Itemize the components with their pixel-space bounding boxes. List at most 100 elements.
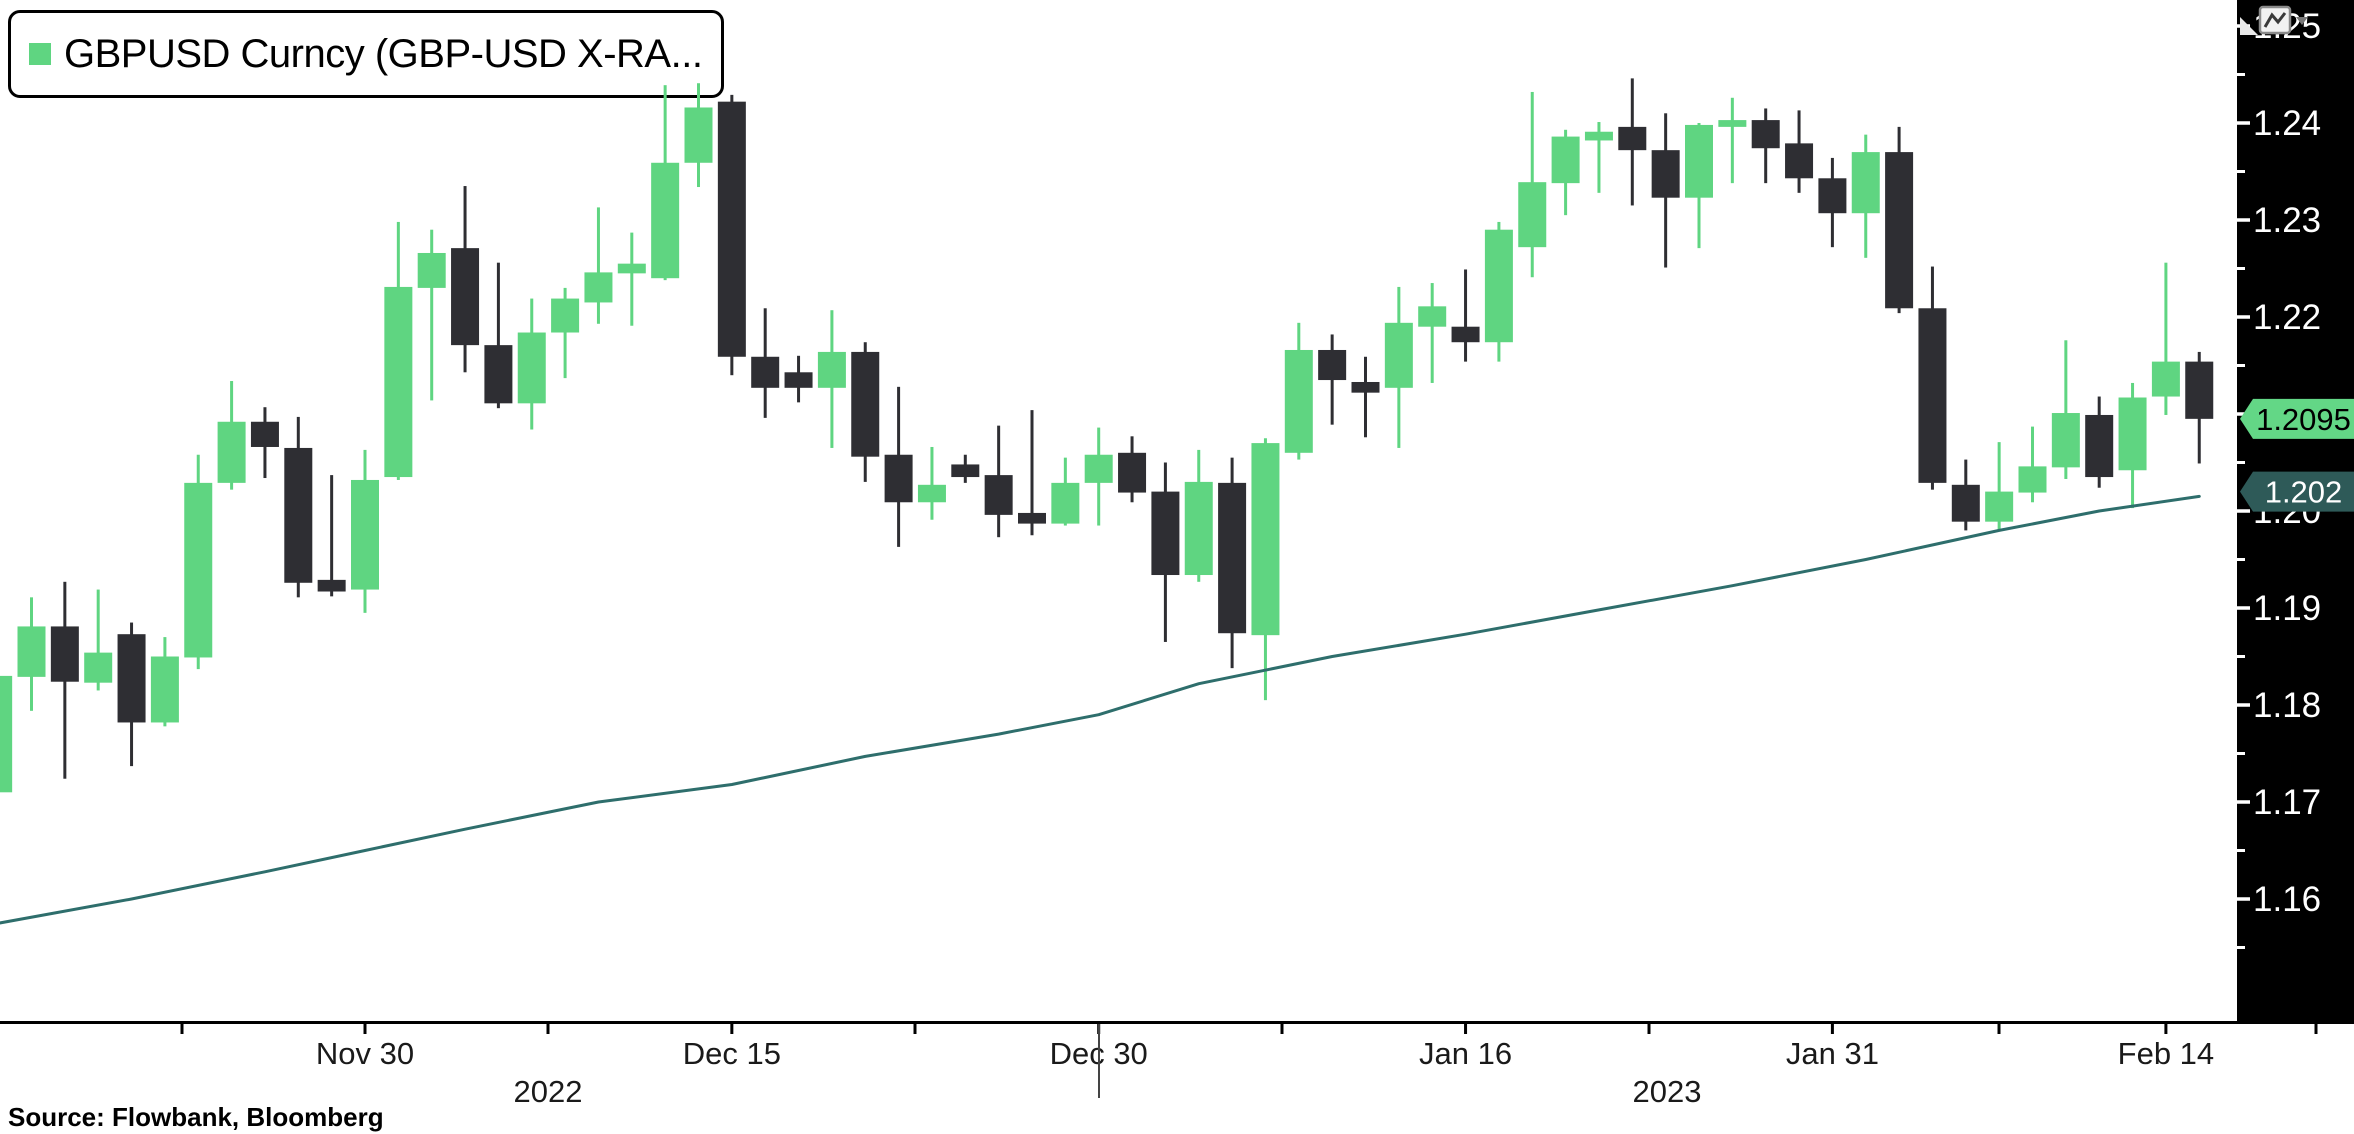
candle-body xyxy=(784,372,813,388)
candle xyxy=(717,94,746,376)
candle xyxy=(784,355,813,403)
x-axis-tick-label: Feb 14 xyxy=(2118,1036,2215,1071)
ma-price-tag: 1.202 xyxy=(2240,471,2354,512)
candle xyxy=(651,85,680,281)
candle xyxy=(1518,91,1547,278)
candle xyxy=(951,454,980,483)
candle xyxy=(384,221,413,480)
candle-body xyxy=(1951,484,1980,522)
legend[interactable]: GBPUSD Curncy (GBP-USD X-RA... xyxy=(8,10,724,98)
candle-body xyxy=(1251,443,1280,636)
y-axis-tick-label: 1.17 xyxy=(2253,783,2321,822)
last-price-tag: 1.2095 xyxy=(2240,398,2354,439)
candle xyxy=(2185,351,2214,464)
candle xyxy=(17,597,46,711)
y-axis-minor-tick xyxy=(2237,558,2245,561)
y-axis-minor-tick xyxy=(2237,752,2245,755)
candle-body xyxy=(1985,491,2014,522)
x-axis-tick-label: Jan 31 xyxy=(1786,1036,1879,1071)
candle xyxy=(1584,122,1613,193)
candle-body xyxy=(1284,349,1313,453)
y-axis-major-tick xyxy=(2237,897,2250,901)
candle xyxy=(1651,113,1680,268)
candle-body xyxy=(884,454,913,503)
candle xyxy=(617,232,646,326)
candle-body xyxy=(1084,454,1113,483)
source-attribution: Source: Flowbank, Bloomberg xyxy=(8,1102,384,1132)
x-axis-major-tick xyxy=(363,1021,367,1034)
candle xyxy=(584,207,613,324)
candle-body xyxy=(751,356,780,388)
candle xyxy=(1551,129,1580,216)
y-axis-tick-label: 1.18 xyxy=(2253,686,2321,725)
candle xyxy=(817,310,846,448)
moving-average-line xyxy=(0,494,2201,925)
candle xyxy=(684,83,713,188)
chart-menu-button[interactable] xyxy=(2240,5,2308,35)
candle-body xyxy=(2118,397,2147,471)
candle xyxy=(184,454,213,670)
x-axis-tick-label: Nov 30 xyxy=(316,1036,414,1071)
candle-wick xyxy=(2031,426,2034,503)
candle-body xyxy=(1018,512,1046,524)
candle xyxy=(517,298,546,430)
candle-body xyxy=(951,464,980,478)
candle-wick xyxy=(496,262,500,409)
y-axis-minor-tick xyxy=(2237,364,2245,367)
candle-body xyxy=(1651,150,1680,198)
candle-body xyxy=(150,656,179,723)
candle xyxy=(284,416,313,598)
candle-body xyxy=(517,332,546,404)
candle xyxy=(1751,108,1780,184)
candle xyxy=(751,308,780,418)
candle-body xyxy=(351,479,379,590)
x-axis-minor-tick xyxy=(1997,1021,2001,1034)
x-axis: Nov 30 Dec 15 Dec 30 Jan 16 Jan 31 Feb 142022… xyxy=(0,1021,2354,1109)
candle-body xyxy=(1851,152,1880,214)
candle-body xyxy=(584,272,613,303)
candle-body xyxy=(417,252,446,288)
candle-wick xyxy=(596,207,600,324)
candle xyxy=(117,622,146,767)
candle-body xyxy=(1918,308,1947,483)
candle xyxy=(1785,110,1814,193)
candle-body xyxy=(50,626,79,682)
candle xyxy=(351,449,379,613)
y-axis-minor-tick xyxy=(2237,849,2245,852)
candle-wick xyxy=(430,229,434,401)
x-axis-major-tick xyxy=(2164,1021,2168,1034)
candle-wick xyxy=(1364,356,1367,438)
candle xyxy=(2018,426,2047,503)
last-price-tag-shape xyxy=(2240,398,2354,439)
candle-body xyxy=(84,652,113,683)
candle xyxy=(84,589,113,691)
candle xyxy=(1018,410,1046,536)
x-axis-tick-label: Dec 15 xyxy=(683,1036,781,1071)
caret-down-icon xyxy=(2296,17,2308,25)
candle-wick xyxy=(330,475,334,597)
candle-body xyxy=(1518,182,1547,248)
candle xyxy=(2151,262,2180,415)
x-axis-minor-tick xyxy=(180,1021,184,1034)
candle-body xyxy=(1885,152,1914,309)
candle xyxy=(1351,356,1380,438)
x-axis-major-tick xyxy=(1830,1021,1834,1034)
legend-series-label: GBPUSD Curncy (GBP-USD X-RA... xyxy=(64,31,703,76)
candle-body xyxy=(1184,481,1213,576)
candle xyxy=(884,386,913,547)
x-axis-major-tick xyxy=(1464,1021,1468,1034)
candle xyxy=(1051,457,1080,526)
x-axis-minor-tick xyxy=(546,1021,550,1034)
candle-body xyxy=(551,298,580,333)
candle xyxy=(1184,449,1213,582)
candle xyxy=(851,342,880,482)
candle-body xyxy=(1218,482,1247,634)
candle xyxy=(1218,457,1247,669)
candle-body xyxy=(1418,306,1447,327)
candle-body xyxy=(1351,381,1380,393)
last-price-tag-value: 1.2095 xyxy=(2256,402,2351,437)
candle xyxy=(1618,78,1647,206)
candle-body xyxy=(17,626,46,677)
